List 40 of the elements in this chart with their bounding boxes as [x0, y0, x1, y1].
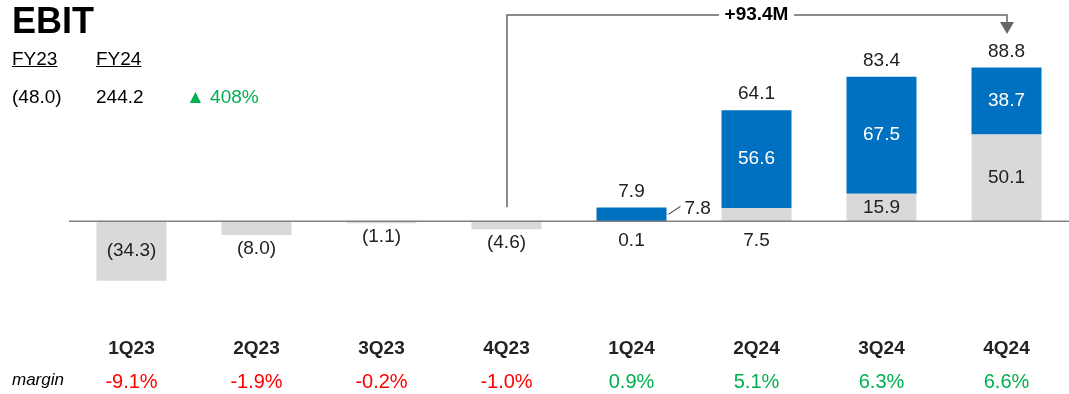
text: (48.0) [12, 86, 62, 108]
annotation: 244.2 [96, 86, 144, 108]
data-label: 50.1 [988, 166, 1025, 188]
text: -9.1% [105, 370, 158, 393]
text: 5.1% [733, 370, 780, 393]
text: margin [12, 370, 64, 390]
annotation: FY24 [96, 48, 142, 70]
data-label: (8.0) [236, 237, 277, 259]
annotation: ▲ 408% [186, 86, 259, 108]
data-label: 0.1 [618, 229, 645, 251]
text: -0.2% [355, 370, 408, 393]
total-label: 83.4 [863, 48, 901, 70]
total-label: 88.8 [988, 39, 1025, 61]
data-label: 38.7 [988, 89, 1025, 111]
x-tick-label: 3Q24 [858, 336, 906, 358]
text: 6.3% [858, 370, 905, 393]
text: 0.9% [608, 370, 655, 393]
text: +93.4M [718, 3, 795, 25]
text: -1.9% [230, 370, 283, 393]
data-label: 67.5 [863, 123, 900, 145]
x-tick-label: 3Q23 [358, 336, 405, 358]
data-label: 56.6 [738, 147, 775, 169]
x-tick-label: 4Q24 [983, 336, 1031, 358]
data-label: (4.6) [486, 231, 527, 253]
data-label: 15.9 [863, 195, 900, 217]
total-label: 64.1 [738, 82, 775, 104]
data-label: 7.5 [743, 229, 770, 251]
x-tick-label: 1Q24 [608, 336, 656, 358]
data-label: (1.1) [361, 225, 402, 247]
total-label: 7.9 [618, 179, 645, 201]
x-tick-label: 2Q23 [233, 336, 280, 358]
x-tick-label: 1Q23 [108, 336, 155, 358]
text: FY23 [12, 48, 58, 70]
x-tick-label: 4Q23 [483, 336, 530, 358]
x-tick-label: 2Q24 [733, 336, 781, 358]
text: 6.6% [983, 370, 1030, 393]
data-label: (34.3) [106, 239, 157, 261]
chart-title: EBIT [12, 0, 95, 42]
text: -1.0% [480, 370, 533, 393]
data-label: 7.8 [684, 196, 711, 218]
